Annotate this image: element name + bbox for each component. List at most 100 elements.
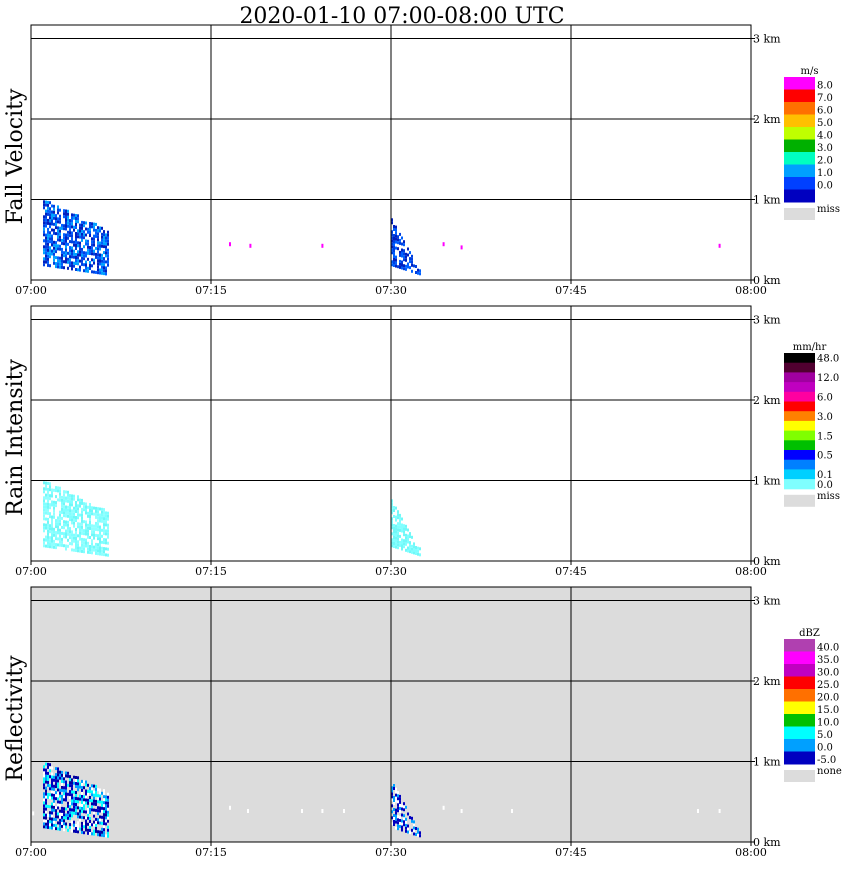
echo-pixel (391, 260, 393, 264)
echo-pixel (49, 240, 51, 244)
echo-pixel (77, 815, 79, 819)
echo-pixel (91, 551, 93, 555)
echo-pixel (47, 233, 49, 237)
echo-pixel (77, 779, 79, 783)
legend-label: 5.0 (817, 118, 833, 129)
echo-pixel (107, 819, 109, 823)
echo-pixel (95, 515, 97, 519)
echo-pixel (409, 544, 411, 548)
echo-pixel (415, 271, 417, 274)
echo-pixel (43, 517, 45, 521)
echo-pixel (71, 790, 73, 794)
echo-pixel (415, 827, 417, 830)
echo-pixel (391, 532, 393, 536)
echo-pixel (103, 813, 105, 817)
echo-pixel (47, 200, 49, 204)
echo-pixel (45, 526, 47, 530)
echo-pixel (59, 821, 61, 825)
echo-pixel (101, 821, 103, 825)
echo-pixel (103, 532, 105, 536)
echo-pixel (45, 212, 47, 216)
echo-pixel (65, 254, 67, 258)
echo-pixel (393, 820, 395, 823)
echo-pixel (391, 242, 393, 246)
echo-pixel (395, 255, 397, 259)
echo-pixel (107, 517, 109, 521)
echo-pixel (59, 519, 61, 523)
echo-pixel (67, 810, 69, 814)
x-tick-label: 08:00 (735, 284, 767, 297)
echo-pixel (91, 258, 93, 262)
echo-pixel (73, 524, 75, 528)
echo-pixel (395, 790, 397, 794)
echo-pixel (45, 807, 47, 811)
echo-pixel (93, 808, 95, 812)
echo-pixel (55, 818, 57, 822)
echo-pixel (83, 822, 85, 826)
echo-pixel (103, 523, 105, 527)
echo-pixel (65, 251, 67, 255)
echo-pixel (81, 809, 83, 813)
echo-pixel (79, 241, 81, 245)
echo-pixel (91, 252, 93, 256)
echo-pixel (51, 775, 53, 779)
echo-pixel (89, 527, 91, 530)
echo-pixel (67, 792, 69, 796)
echo-pixel (53, 817, 55, 821)
echo-pixel (85, 783, 87, 787)
echo-pixel (399, 818, 401, 822)
echo-pixel (55, 531, 57, 535)
echo-pixel (407, 537, 409, 541)
echo-pixel (409, 535, 411, 539)
echo-pixel (83, 804, 85, 808)
echo-pixel (103, 251, 105, 255)
echo-pixel (71, 246, 73, 250)
echo-pixel (49, 494, 51, 498)
legend-label: 4.0 (817, 131, 833, 142)
echo-pixel (57, 531, 59, 535)
echo-pixel (391, 804, 393, 808)
echo-pixel (57, 229, 59, 233)
echo-pixel (93, 811, 95, 815)
echo-pixel (73, 775, 75, 779)
echo-pixel (75, 259, 77, 262)
echo-pixel (409, 816, 411, 820)
echo-pixel (63, 520, 65, 524)
echo-pixel (63, 493, 65, 497)
echo-pixel (47, 236, 49, 240)
echo-pixel (55, 247, 57, 251)
echo-pixel (65, 490, 67, 494)
echo-pixel (91, 225, 93, 229)
echo-layer (43, 762, 421, 838)
echo-pixel (59, 220, 61, 224)
echo-pixel (43, 822, 45, 826)
echo-pixel (405, 252, 407, 256)
echo-pixel (49, 246, 51, 250)
echo-pixel (63, 209, 65, 213)
echo-pixel (81, 821, 83, 825)
echo-pixel (99, 788, 101, 792)
echo-pixel (55, 501, 57, 505)
echo-pixel (93, 243, 95, 247)
echo-pixel (59, 256, 61, 260)
echo-pixel (43, 783, 45, 787)
echo-pixel (103, 526, 105, 530)
echo-pixel (87, 245, 89, 249)
echo-pixel (405, 823, 407, 827)
echo-pixel (89, 823, 91, 826)
echo-pixel (397, 800, 399, 804)
echo-pixel (401, 254, 403, 258)
echo-pixel (399, 800, 401, 804)
echo-pixel (69, 231, 71, 235)
echo-pixel (69, 234, 71, 238)
echo-pixel (51, 823, 53, 827)
echo-pixel (75, 223, 77, 226)
echo-pixel (411, 828, 413, 832)
echo-pixel (69, 518, 71, 522)
echo-pixel (61, 773, 63, 777)
echo-pixel (77, 785, 79, 789)
echo-pixel (63, 798, 65, 802)
echo-pixel (43, 257, 45, 261)
echo-pixel (53, 533, 55, 537)
legend-swatch (784, 450, 815, 461)
